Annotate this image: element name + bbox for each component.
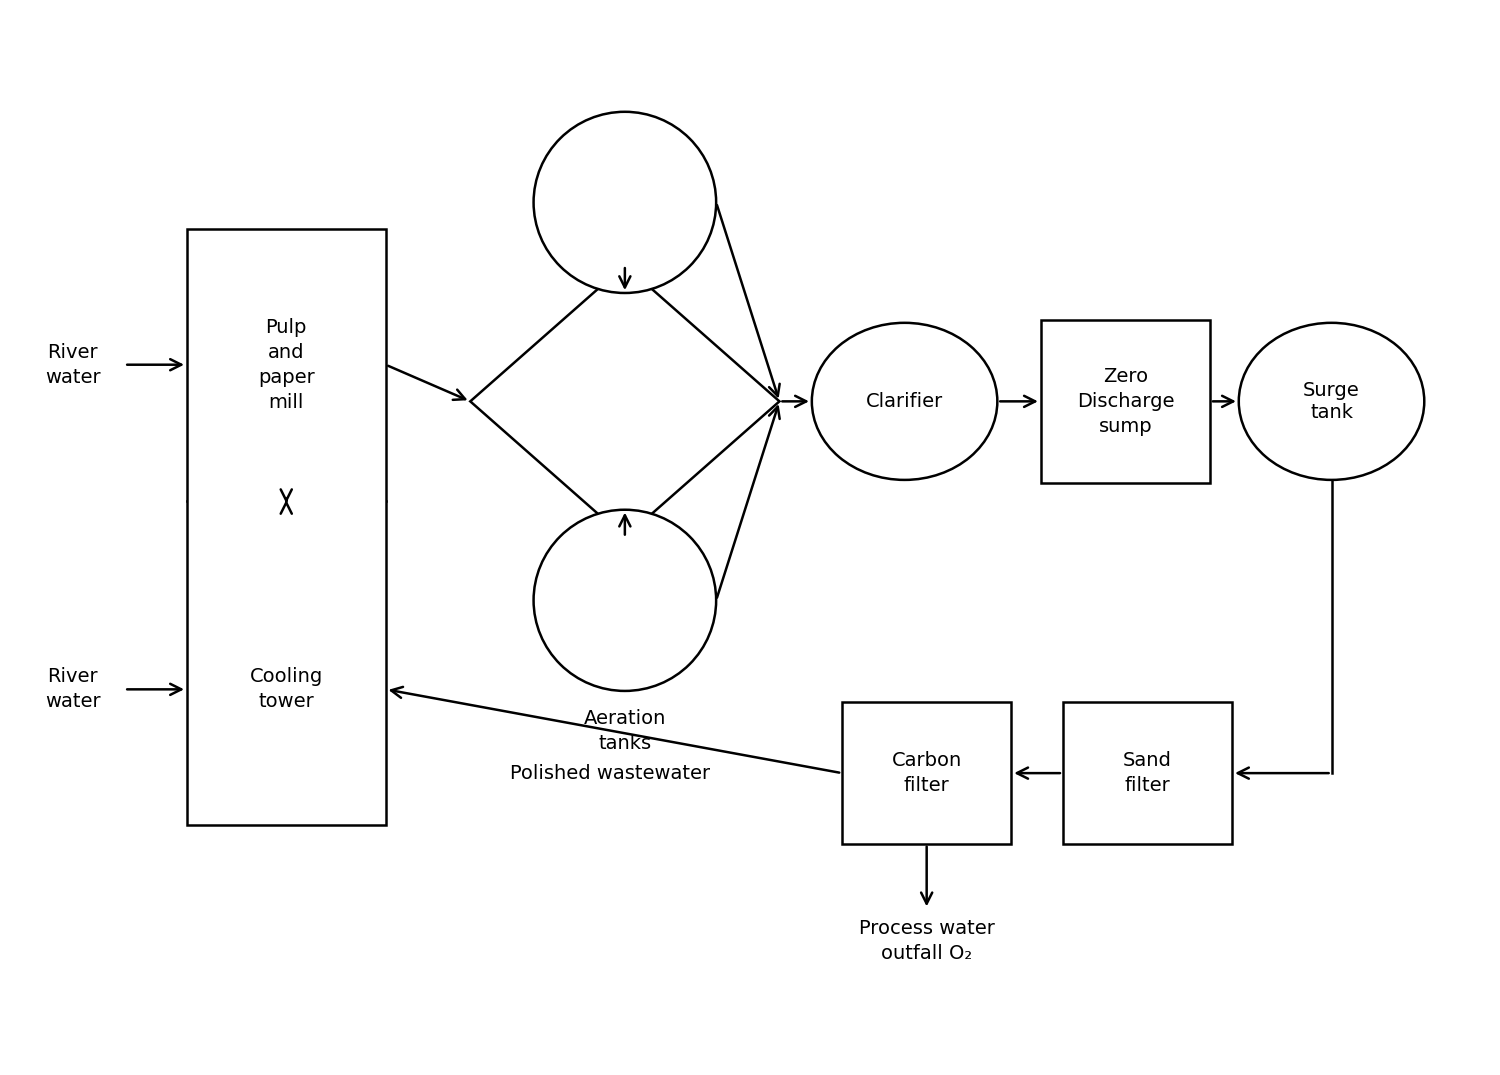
Ellipse shape: [534, 510, 716, 691]
Text: River
water: River water: [45, 343, 100, 387]
Text: Sand
filter: Sand filter: [1124, 751, 1172, 796]
Bar: [1064, 702, 1232, 844]
Text: Carbon
filter: Carbon filter: [891, 751, 962, 796]
Text: Process water
outfall O₂: Process water outfall O₂: [858, 919, 994, 963]
Text: Polished wastewater: Polished wastewater: [510, 763, 710, 783]
Text: Cooling
tower: Cooling tower: [249, 668, 322, 712]
Bar: [188, 229, 386, 826]
Ellipse shape: [812, 322, 998, 479]
Text: Pulp
and
paper
mill: Pulp and paper mill: [258, 318, 315, 412]
Polygon shape: [471, 266, 780, 538]
Bar: [1041, 320, 1211, 483]
Text: River
water: River water: [45, 668, 100, 712]
Bar: [842, 702, 1011, 844]
Ellipse shape: [534, 112, 716, 293]
Text: Zero
Discharge
sump: Zero Discharge sump: [1077, 367, 1174, 435]
Text: Aeration
tanks: Aeration tanks: [584, 710, 666, 754]
Ellipse shape: [1239, 322, 1425, 479]
Text: Surge
tank: Surge tank: [1304, 381, 1360, 421]
Text: Clarifier: Clarifier: [865, 392, 944, 411]
